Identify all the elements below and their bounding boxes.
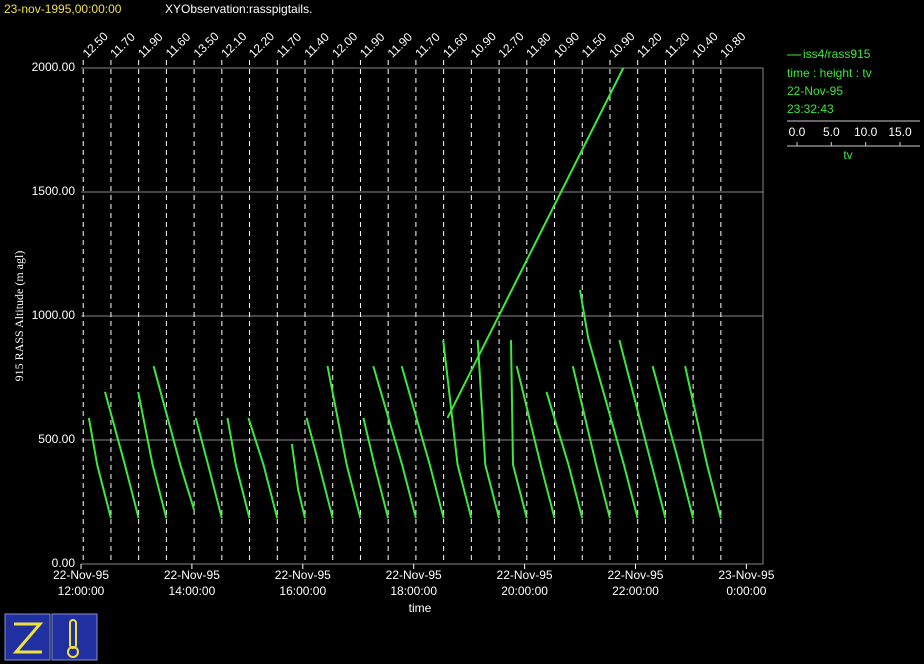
profile-label: 10.90 xyxy=(606,29,637,60)
profile-label: 10.90 xyxy=(551,29,582,60)
y-tick-label: 1500.00 xyxy=(32,184,76,198)
profile-line xyxy=(618,339,667,519)
tv-tick-label: 15.0 xyxy=(888,125,912,139)
profile-line xyxy=(372,365,417,519)
profile-line xyxy=(400,365,445,519)
profile-line xyxy=(87,417,112,519)
profile-label: 10.80 xyxy=(717,29,748,60)
profile-label: 12.70 xyxy=(496,29,527,60)
profile-label: 11.90 xyxy=(385,30,416,61)
tv-tick-label: 5.0 xyxy=(823,125,840,139)
profile-line xyxy=(510,340,528,519)
y-tick-label: 1000.00 xyxy=(32,308,76,322)
profile-label: 11.20 xyxy=(662,30,693,61)
profile-line xyxy=(137,391,168,519)
profile-line xyxy=(152,365,196,511)
header-title: XYObservation:rasspigtails. xyxy=(165,2,312,16)
x-tick-label: 23-Nov-95 0:00:00 xyxy=(718,568,774,598)
profile-label: 10.90 xyxy=(468,29,499,60)
tv-axis-label: tv xyxy=(843,148,852,162)
profile-line xyxy=(476,340,500,519)
profile-label: 12.00 xyxy=(329,29,360,60)
x-tick-label: 22-Nov-95 14:00:00 xyxy=(164,568,220,598)
profile-line xyxy=(104,391,140,519)
profile-label: 11.70 xyxy=(107,30,138,61)
profile-line xyxy=(290,443,306,519)
x-tick-label: 22-Nov-95 12:00:00 xyxy=(53,568,109,598)
profile-label: 11.70 xyxy=(412,30,443,61)
profile-line xyxy=(684,365,722,519)
trace-line xyxy=(446,67,625,419)
x-tick-label: 22-Nov-95 20:00:00 xyxy=(497,568,553,598)
profile-label: 11.90 xyxy=(357,30,388,61)
profile-label: 11.60 xyxy=(163,30,194,61)
profile-label: 11.80 xyxy=(523,30,554,61)
x-tick-label: 22-Nov-95 22:00:00 xyxy=(607,568,663,598)
icon-thermometer[interactable] xyxy=(51,613,98,661)
profile-line xyxy=(305,417,334,519)
profile-line xyxy=(579,289,639,519)
profile-label: 12.10 xyxy=(218,29,249,60)
profile-line xyxy=(194,417,223,519)
y-tick-label: 2000.00 xyxy=(32,60,76,74)
tv-tick-label: 0.0 xyxy=(789,125,806,139)
profile-label: 11.60 xyxy=(440,30,471,61)
x-axis-label: time xyxy=(409,601,432,615)
profile-label: 11.50 xyxy=(579,30,610,61)
y-tick-label: 500.00 xyxy=(38,432,75,446)
profile-line xyxy=(362,417,390,519)
x-tick-label: 22-Nov-95 16:00:00 xyxy=(275,568,331,598)
y-tick-label: 0.00 xyxy=(52,556,76,570)
tv-tick-label: 10.0 xyxy=(854,125,878,139)
profile-label: 10.40 xyxy=(690,29,721,60)
profile-label: 13.50 xyxy=(191,29,222,60)
x-tick-label: 22-Nov-95 18:00:00 xyxy=(386,568,442,598)
profile-label: 11.70 xyxy=(274,30,305,61)
y-axis-label: 915 RASS Altitude (m agl) xyxy=(12,251,26,382)
profile-line xyxy=(326,365,362,519)
header-date: 23-nov-1995,00:00:00 xyxy=(4,2,122,16)
profile-label: 12.50 xyxy=(80,29,111,60)
legend-date: 22-Nov-95 xyxy=(787,84,843,98)
legend-time: 23:32:43 xyxy=(787,102,834,116)
profile-line xyxy=(545,391,584,519)
profile-label: 11.20 xyxy=(634,30,665,61)
icon-z[interactable] xyxy=(4,613,51,661)
profile-line xyxy=(571,365,611,519)
legend-fields: time : height : tv xyxy=(787,66,872,80)
legend-series: iss4/rass915 xyxy=(803,47,871,61)
profile-label: 11.40 xyxy=(301,30,332,61)
profile-label: 11.90 xyxy=(135,30,166,61)
profile-line xyxy=(247,417,279,519)
profile-line xyxy=(515,365,556,519)
profile-line xyxy=(442,339,473,519)
profile-label: 12.20 xyxy=(246,29,277,60)
profile-line xyxy=(651,365,695,519)
profile-line xyxy=(226,417,251,519)
